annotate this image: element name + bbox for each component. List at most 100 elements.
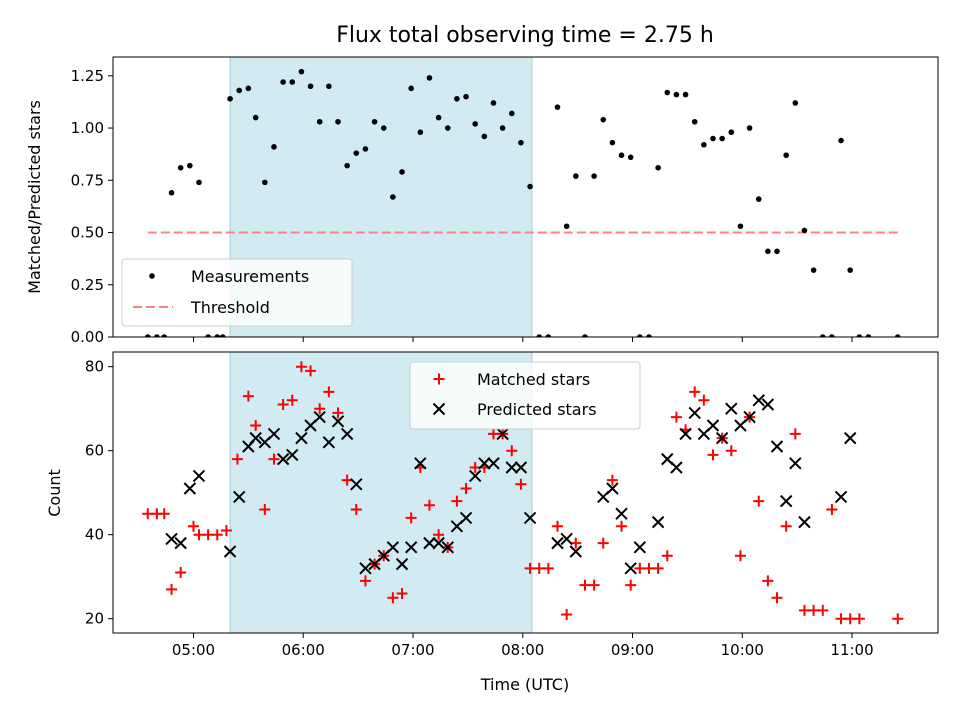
bottom-matched-stars-point	[242, 390, 254, 402]
top-measurements-point	[463, 93, 469, 100]
bottom-x-tick-label: 08:00	[501, 641, 544, 659]
top-measurements-point	[236, 87, 243, 94]
bottom-predicted-stars-point	[414, 457, 427, 470]
top-measurements-point	[245, 85, 252, 92]
bottom-matched-stars-point	[762, 575, 774, 587]
bottom-x-tick-label: 06:00	[282, 641, 325, 659]
bottom-matched-stars-point	[817, 604, 829, 616]
bottom-matched-stars-point	[625, 579, 637, 591]
bottom-matched-stars-point	[552, 520, 564, 532]
top-measurements-point	[399, 169, 405, 175]
legend-measurements-label: Measurements	[191, 267, 309, 286]
bottom-predicted-stars-point	[651, 515, 665, 529]
top-measurements-point	[417, 129, 424, 136]
top-measurements-point	[262, 179, 268, 186]
top-measurements-point	[335, 118, 341, 125]
top-measurements-point	[819, 334, 826, 337]
bottom-predicted-stars-point	[468, 469, 482, 483]
bottom-x-tick-label: 11:00	[830, 641, 873, 659]
legend-matched-label: Matched stars	[477, 370, 590, 389]
top-measurements-point	[691, 118, 698, 125]
bottom-matched-stars-point	[187, 520, 199, 532]
top-measurements-point	[214, 334, 221, 337]
top-measurements-point	[527, 183, 533, 190]
bottom-predicted-stars-point	[624, 562, 637, 575]
top-measurements-point	[168, 190, 175, 196]
legend-matched-marker	[433, 373, 445, 385]
bottom-matched-stars-point	[689, 386, 701, 398]
top-measurements-point	[154, 334, 160, 337]
bottom-predicted-stars-point	[359, 562, 372, 575]
bottom-predicted-stars-point	[715, 431, 729, 445]
top-measurements-point	[196, 179, 202, 186]
top-measurements-point	[499, 125, 506, 131]
bottom-predicted-stars-point	[423, 536, 436, 550]
top-measurements-point	[353, 150, 360, 156]
bottom-matched-stars-point	[268, 453, 280, 465]
bottom-matched-stars-point	[350, 504, 362, 516]
bottom-y-tick-label: 80	[85, 358, 104, 376]
top-measurements-point	[737, 223, 744, 230]
bottom-predicted-stars-point	[633, 541, 647, 554]
top-y-tick-label: 1.00	[71, 119, 104, 137]
bottom-matched-stars-point	[561, 609, 573, 621]
top-measurements-point	[582, 334, 588, 337]
bottom-predicted-stars-point	[192, 469, 206, 483]
bottom-predicted-stars-point	[779, 494, 793, 508]
bottom-predicted-stars-point	[688, 406, 701, 420]
bottom-matched-stars-point	[166, 583, 178, 595]
top-measurements-point	[545, 334, 552, 337]
top-measurements-point	[838, 137, 844, 144]
bottom-predicted-stars-point	[313, 410, 326, 424]
bottom-matched-stars-point	[451, 495, 463, 507]
bottom-predicted-stars-point	[706, 419, 720, 432]
top-points	[144, 68, 901, 337]
bottom-predicted-stars-point	[615, 507, 628, 520]
bottom-matched-stars-point	[616, 520, 628, 532]
top-axes-frame	[112, 56, 939, 338]
top-measurements-point	[408, 85, 414, 92]
top-measurements-point	[444, 125, 451, 131]
bottom-predicted-stars-point	[223, 545, 237, 558]
top-panel: 0.00 0.25 0.50 0.75 1.00 1.25 Measurements Thre…	[71, 56, 939, 346]
top-measurements-point	[219, 334, 226, 337]
bottom-x-tick-label: 05:00	[172, 641, 215, 659]
top-measurements-point	[646, 334, 652, 337]
bottom-predicted-stars-point	[752, 394, 765, 407]
top-measurements-point	[618, 152, 625, 159]
top-y-tick-label: 0.25	[71, 276, 104, 294]
bottom-matched-stars-point	[220, 525, 232, 537]
bottom-matched-stars-point	[332, 407, 344, 419]
top-measurements-point	[682, 91, 689, 98]
bottom-y-tick-label: 20	[85, 610, 104, 628]
bottom-matched-stars-point	[753, 495, 765, 507]
bottom-predicted-stars-point	[551, 536, 564, 550]
top-y-tick-label: 0.50	[71, 224, 104, 242]
top-measurements-point	[719, 135, 725, 142]
top-measurements-point	[664, 89, 671, 96]
top-measurements-point	[728, 129, 735, 136]
bottom-matched-stars-point	[892, 613, 904, 625]
bottom-x-tick-label: 10:00	[721, 641, 764, 659]
top-measurements-point	[637, 334, 643, 337]
bottom-matched-stars-point	[259, 504, 271, 516]
top-measurements-point	[755, 196, 762, 202]
top-measurements-point	[810, 267, 817, 273]
bottom-predicted-stars-point	[725, 402, 738, 415]
bottom-predicted-stars-point	[249, 431, 262, 445]
top-measurements-point	[655, 164, 661, 171]
top-measurements-point	[765, 248, 771, 255]
bottom-matched-stars-point	[725, 445, 737, 457]
bottom-matched-stars-point	[359, 575, 371, 587]
top-measurements-point	[298, 68, 305, 75]
bottom-predicted-stars-point	[843, 431, 857, 445]
top-measurements-point	[536, 334, 543, 337]
bottom-predicted-stars-point	[233, 490, 246, 504]
bottom-predicted-stars-point	[505, 461, 518, 474]
bottom-matched-stars-point	[250, 420, 262, 432]
bottom-predicted-stars-point	[743, 410, 756, 424]
top-measurements-point	[326, 83, 332, 90]
bottom-predicted-stars-point	[487, 457, 500, 470]
top-measurements-point	[847, 267, 853, 273]
x-axis-label: Time (UTC)	[480, 675, 569, 694]
